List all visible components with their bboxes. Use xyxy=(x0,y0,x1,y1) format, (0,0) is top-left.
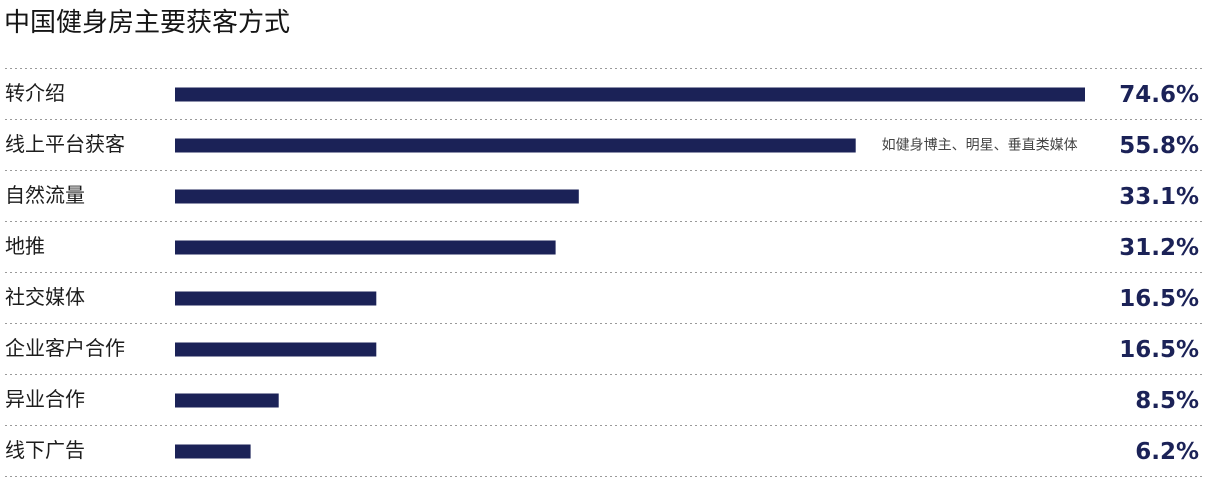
value-label: 8.5% xyxy=(1135,388,1199,414)
bar xyxy=(175,342,377,357)
bar xyxy=(175,240,556,255)
category-label: 异业合作 xyxy=(5,387,85,411)
value-label: 31.2% xyxy=(1119,235,1199,261)
category-label: 自然流量 xyxy=(5,183,85,207)
category-label: 社交媒体 xyxy=(5,285,85,309)
bar xyxy=(175,87,1085,102)
value-label: 16.5% xyxy=(1119,337,1199,363)
bar xyxy=(175,138,856,153)
value-label: 6.2% xyxy=(1135,439,1199,465)
chart-title: 中国健身房主要获客方式 xyxy=(4,8,291,38)
value-label: 33.1% xyxy=(1119,184,1199,210)
bar xyxy=(175,393,279,408)
category-label: 线上平台获客 xyxy=(5,132,125,156)
bar xyxy=(175,189,579,204)
bar xyxy=(175,444,251,459)
value-label: 55.8% xyxy=(1119,133,1199,159)
bar xyxy=(175,291,377,306)
category-label: 地推 xyxy=(5,234,45,258)
category-label: 企业客户合作 xyxy=(5,336,125,360)
bar-annotation: 如健身博主、明星、垂直类媒体 xyxy=(882,137,1078,154)
value-label: 16.5% xyxy=(1119,286,1199,312)
category-label: 线下广告 xyxy=(5,438,85,462)
category-label: 转介绍 xyxy=(5,81,65,105)
value-label: 74.6% xyxy=(1119,82,1199,108)
